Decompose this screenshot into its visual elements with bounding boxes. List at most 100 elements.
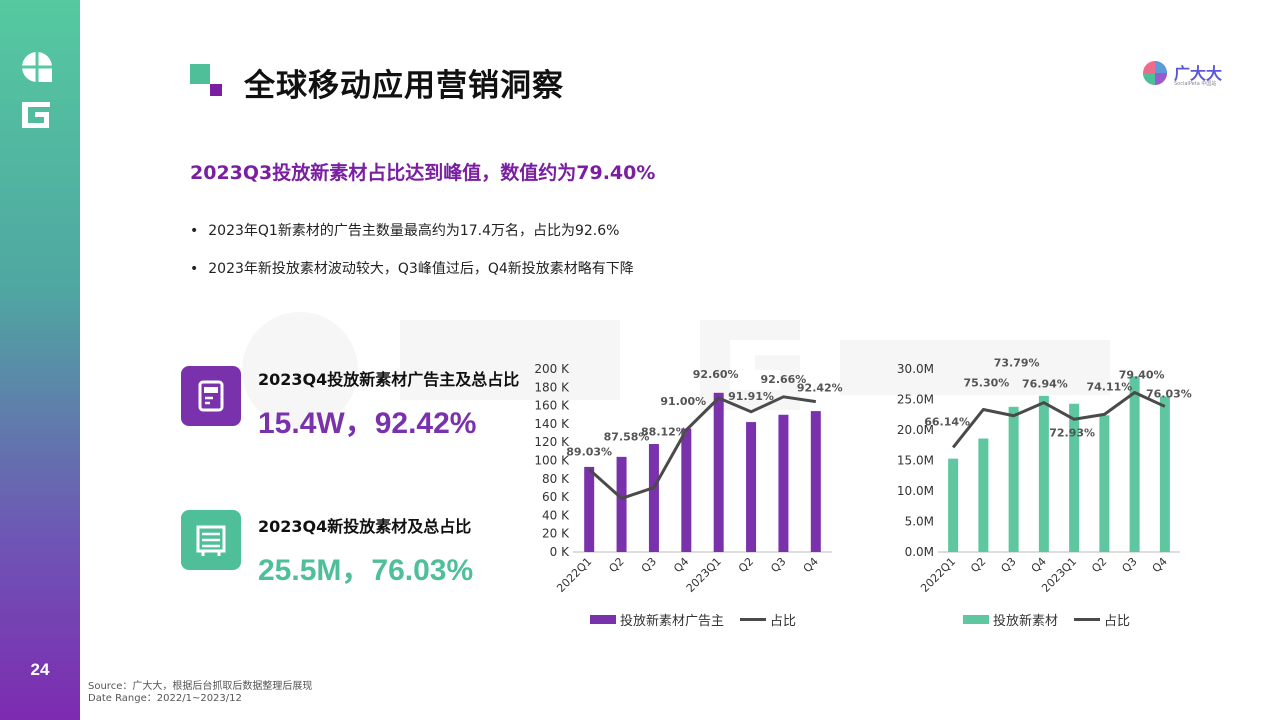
legend-label-line: 占比 xyxy=(770,614,797,629)
bar xyxy=(616,456,627,552)
bar xyxy=(1099,415,1110,552)
bullet-item: 2023年Q1新素材的广告主数量最高约为17.4万名，占比为92.6% xyxy=(190,220,634,240)
advertiser-card-label: 2023Q4投放新素材广告主及总占比 xyxy=(258,370,520,389)
x-tick-label: Q3 xyxy=(639,555,659,575)
advertiser-chart-legend: 投放新素材广告主 占比 xyxy=(590,610,796,629)
bar xyxy=(948,458,959,552)
creative-chart-legend: 投放新素材 占比 xyxy=(963,610,1130,629)
bar xyxy=(746,422,757,552)
bar xyxy=(1069,403,1080,552)
x-tick-label: Q2 xyxy=(606,555,626,575)
headline: 2023Q3投放新素材占比达到峰值，数值约为79.40% xyxy=(190,162,656,184)
share-data-label: 92.66% xyxy=(761,373,807,386)
y-tick-label: 60 K xyxy=(542,490,570,504)
x-tick-label: Q3 xyxy=(768,555,788,575)
x-tick-label: 2023Q1 xyxy=(684,555,724,595)
y-tick-label: 5.0M xyxy=(905,515,934,529)
share-data-label: 89.03% xyxy=(566,445,612,458)
bar xyxy=(713,392,724,552)
sidebar: 24 xyxy=(0,0,80,720)
building-list-icon xyxy=(196,525,226,556)
share-data-label: 88.12% xyxy=(641,426,687,439)
y-tick-label: 180 K xyxy=(534,380,570,394)
share-data-label: 74.11% xyxy=(1086,380,1132,393)
creative-chart: 0.0M 5.0M 10.0M 15.0M 20.0M 25.0M 30.0M 2022Q1 Q… xyxy=(897,357,1192,595)
legend-label-bar: 投放新素材 xyxy=(993,614,1059,629)
share-data-label: 72.93% xyxy=(1049,426,1095,439)
quadrant-logo-icon xyxy=(22,52,52,82)
source-line: Source：广大大，根据后台抓取后数据整理后展现 xyxy=(88,681,313,692)
x-tick-label: Q2 xyxy=(1089,555,1109,575)
legend-swatch-line xyxy=(1074,618,1101,621)
tablet-pen-icon xyxy=(198,380,224,412)
bar xyxy=(978,438,989,552)
x-tick-label: Q2 xyxy=(968,555,988,575)
bullet-list: 2023年Q1新素材的广告主数量最高约为17.4万名，占比为92.6% 2023… xyxy=(190,220,634,296)
bar xyxy=(648,444,659,552)
bar xyxy=(778,414,789,552)
share-line xyxy=(951,390,1166,449)
y-tick-label: 0.0M xyxy=(905,545,934,559)
brand-logo-icon xyxy=(1143,61,1167,85)
y-tick-label: 15.0M xyxy=(897,454,934,468)
x-tick-label: Q2 xyxy=(736,555,756,575)
title-squares-icon xyxy=(190,64,222,96)
bar xyxy=(1038,395,1049,552)
bar xyxy=(1159,396,1170,552)
y-tick-label: 40 K xyxy=(542,508,570,522)
creative-card-icon-box xyxy=(181,510,241,570)
y-tick-label: 80 K xyxy=(542,472,570,486)
page-number: 24 xyxy=(30,660,50,679)
share-data-label: 79.40% xyxy=(1119,368,1165,381)
legend-swatch-bar xyxy=(963,615,989,624)
share-data-label: 76.03% xyxy=(1146,387,1192,400)
y-tick-label: 120 K xyxy=(534,435,570,449)
x-tick-label: Q4 xyxy=(671,555,691,575)
x-tick-label: 2022Q1 xyxy=(918,555,958,595)
creative-card-label: 2023Q4新投放素材及总占比 xyxy=(258,517,472,536)
bullet-item: 2023年新投放素材波动较大，Q3峰值过后，Q4新投放素材略有下降 xyxy=(190,258,633,278)
advertiser-card-icon-box xyxy=(181,366,241,426)
advertiser-card-value: 15.4W，92.42% xyxy=(258,407,477,440)
y-tick-label: 25.0M xyxy=(897,393,934,407)
share-data-label: 87.58% xyxy=(604,430,650,443)
bar xyxy=(584,466,595,552)
share-data-label: 66.14% xyxy=(924,415,970,428)
y-tick-label: 10.0M xyxy=(897,484,934,498)
flat-ads-g-logo-icon xyxy=(22,102,50,128)
source-note: Source：广大大，根据后台抓取后数据整理后展现 Date Range：202… xyxy=(88,681,312,705)
legend-swatch-line xyxy=(740,618,767,621)
share-data-label: 92.60% xyxy=(693,368,739,381)
y-tick-label: 0 K xyxy=(550,545,570,559)
y-tick-label: 100 K xyxy=(534,454,570,468)
bar xyxy=(810,411,821,552)
y-tick-label: 200 K xyxy=(534,362,570,376)
legend-swatch-bar xyxy=(590,615,616,624)
date-range-line: Date Range：2022/1~2023/12 xyxy=(88,693,242,704)
bar xyxy=(1129,376,1140,552)
y-tick-label: 140 K xyxy=(534,417,570,431)
share-data-label: 75.30% xyxy=(963,376,1009,389)
share-line xyxy=(588,395,817,500)
y-tick-label: 30.0M xyxy=(897,362,934,376)
x-tick-label: Q4 xyxy=(1029,555,1049,575)
share-data-label: 92.42% xyxy=(797,382,843,395)
watermark-logo xyxy=(242,312,1110,428)
share-data-label: 76.94% xyxy=(1022,378,1068,391)
y-tick-label: 20.0M xyxy=(897,423,934,437)
share-data-label: 91.00% xyxy=(660,395,706,408)
share-data-label: 91.91% xyxy=(728,390,774,403)
bar xyxy=(1008,406,1019,552)
advertiser-chart: 0 K 20 K 40 K 60 K 80 K 100 K 120 K 140 K 160 K 1… xyxy=(534,362,843,595)
x-tick-label: 2022Q1 xyxy=(554,555,594,595)
x-tick-label: Q4 xyxy=(1150,555,1170,575)
creative-card-value: 25.5M，76.03% xyxy=(258,554,474,587)
y-tick-label: 20 K xyxy=(542,527,570,541)
brand-name: 广大大 xyxy=(1174,64,1223,83)
brand-subtitle: SocialPeta 中国站 xyxy=(1174,81,1217,87)
legend-label-line: 占比 xyxy=(1104,614,1131,629)
bar xyxy=(681,428,692,552)
share-data-label: 73.79% xyxy=(994,357,1040,370)
x-tick-label: Q3 xyxy=(998,555,1018,575)
legend-label-bar: 投放新素材广告主 xyxy=(620,614,725,629)
